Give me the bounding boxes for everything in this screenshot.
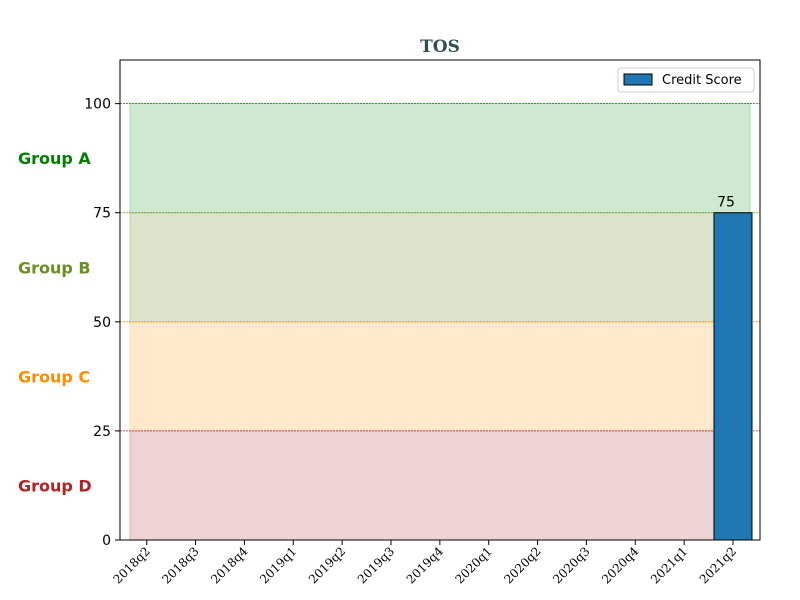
y-tick-label: 50 bbox=[93, 315, 111, 331]
x-tick-label: 2018q3 bbox=[159, 544, 201, 586]
y-tick-label: 0 bbox=[102, 533, 111, 549]
y-tick-label: 75 bbox=[93, 206, 111, 222]
legend-label: Credit Score bbox=[662, 73, 742, 88]
band-group-a bbox=[129, 103, 751, 214]
x-tick-label: 2018q2 bbox=[111, 544, 153, 586]
band-layer: Group A Group B Group C Group D bbox=[18, 103, 760, 541]
band-group-c bbox=[129, 321, 751, 432]
chart-title: TOS bbox=[420, 37, 460, 57]
x-tick-label: 2020q3 bbox=[550, 544, 592, 586]
y-tick-label: 25 bbox=[93, 424, 111, 440]
x-tick-label: 2019q1 bbox=[257, 544, 299, 586]
band-label: Group A bbox=[18, 149, 91, 168]
band-group-b bbox=[129, 212, 751, 323]
band-group-d bbox=[129, 430, 751, 541]
x-axis: 2018q2 2018q3 2018q4 2019q1 2019q2 2019q3 2019… bbox=[111, 540, 739, 587]
legend: Credit Score bbox=[617, 67, 755, 93]
y-axis: 0 25 50 75 100 bbox=[84, 97, 120, 549]
band-label: Group D bbox=[18, 476, 92, 495]
band-label: Group B bbox=[18, 258, 91, 277]
bar-2021q2 bbox=[713, 212, 753, 541]
x-tick-label: 2021q1 bbox=[648, 544, 690, 586]
bar-data-label: 75 bbox=[717, 195, 735, 211]
x-tick-label: 2018q4 bbox=[208, 544, 251, 587]
x-tick-label: 2019q2 bbox=[306, 544, 348, 586]
x-tick-label: 2020q1 bbox=[453, 544, 495, 586]
legend-swatch bbox=[623, 73, 653, 86]
y-tick-label: 100 bbox=[84, 97, 111, 113]
bar-layer: 75 bbox=[713, 195, 753, 541]
x-tick-label: 2019q4 bbox=[404, 544, 447, 587]
x-tick-label: 2020q4 bbox=[599, 544, 642, 587]
x-tick-label: 2019q3 bbox=[355, 544, 397, 586]
x-tick-label: 2020q2 bbox=[501, 544, 543, 586]
band-label: Group C bbox=[18, 367, 90, 386]
x-tick-label: 2021q2 bbox=[697, 544, 739, 586]
